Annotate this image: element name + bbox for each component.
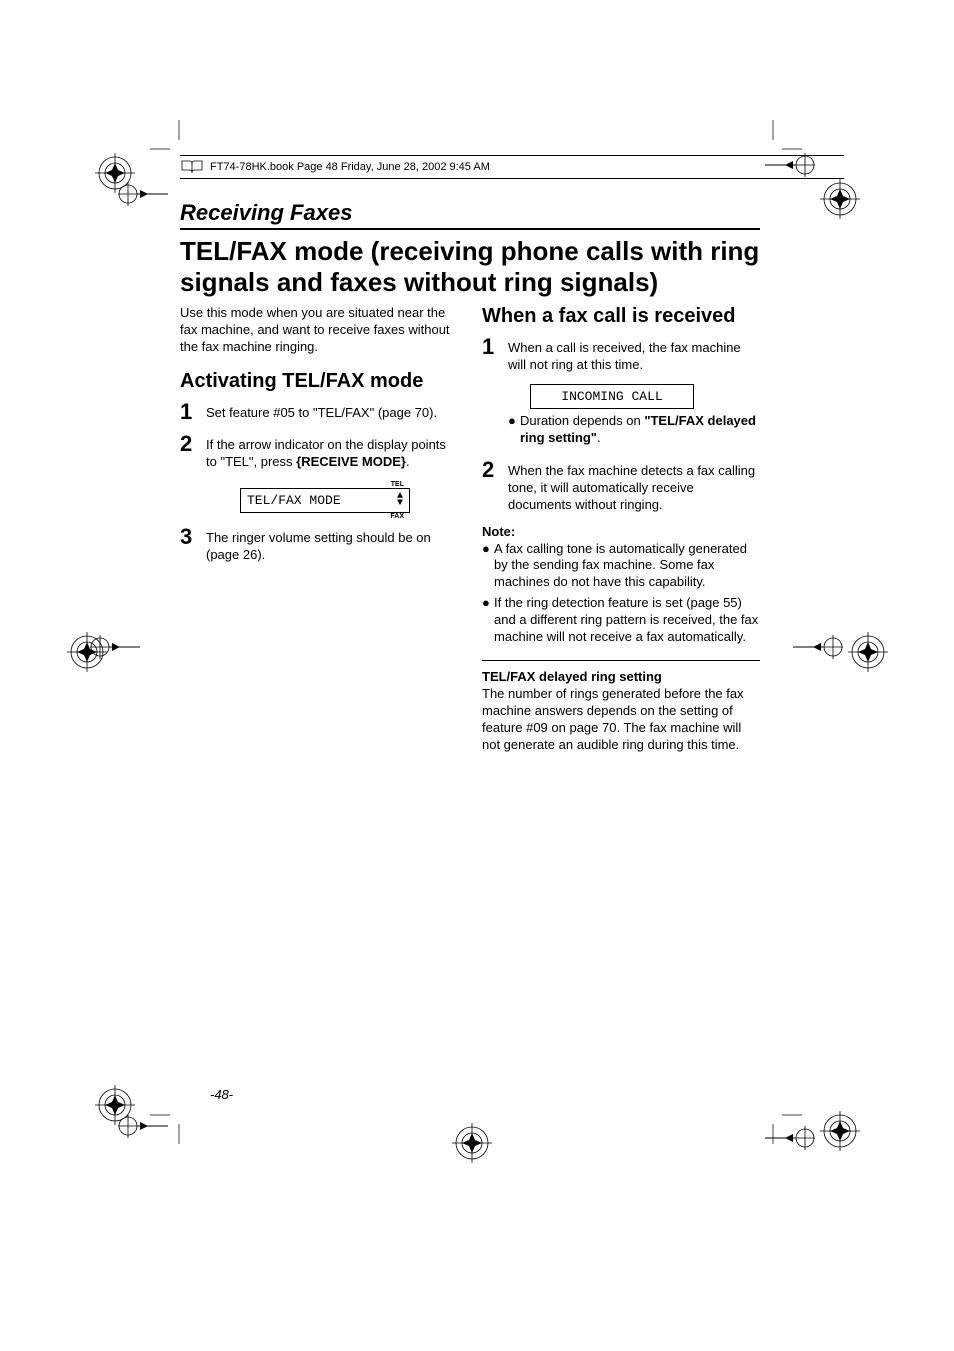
step-number: 2: [482, 459, 508, 514]
note-item: ● A fax calling tone is automatically ge…: [482, 541, 760, 592]
lcd-bottom-label: FAX: [240, 513, 410, 520]
heading-rule: [180, 228, 760, 230]
lcd-display: INCOMING CALL: [530, 384, 694, 409]
step-number: 2: [180, 433, 206, 471]
lcd-text: TEL/FAX MODE: [247, 493, 341, 508]
registration-arrow-icon: [118, 1106, 168, 1146]
lcd-arrows-icon: ▲▼: [397, 493, 403, 507]
crop-mark-tl: [150, 120, 180, 150]
step-1r: 1 When a call is received, the fax machi…: [482, 336, 760, 374]
divider: [482, 660, 760, 661]
registration-arrow-icon: [118, 174, 168, 214]
step-3: 3 The ringer volume setting should be on…: [180, 526, 458, 564]
lcd-display: TEL TEL/FAX MODE ▲▼ FAX: [240, 481, 410, 520]
sub-paragraph: The number of rings generated before the…: [482, 686, 760, 754]
bullet-icon: ●: [482, 541, 494, 592]
bullet-icon: ●: [482, 595, 494, 646]
left-heading: Activating TEL/FAX mode: [180, 370, 458, 393]
registration-arrow-icon: [793, 627, 843, 667]
step-body: Set feature #05 to "TEL/FAX" (page 70).: [206, 401, 437, 423]
left-column: Use this mode when you are situated near…: [180, 305, 458, 753]
step-body: The ringer volume setting should be on (…: [206, 526, 458, 564]
book-header-text: FT74-78HK.book Page 48 Friday, June 28, …: [210, 161, 490, 173]
key-label: {RECEIVE MODE}: [296, 454, 406, 469]
intro-paragraph: Use this mode when you are situated near…: [180, 305, 458, 356]
page-title: TEL/FAX mode (receiving phone calls with…: [180, 236, 760, 297]
sub-heading: TEL/FAX delayed ring setting: [482, 669, 760, 684]
book-header: FT74-78HK.book Page 48 Friday, June 28, …: [180, 155, 844, 179]
registration-arrow-icon: [765, 145, 815, 185]
registration-mark-icon: [820, 1111, 860, 1151]
step-1: 1 Set feature #05 to "TEL/FAX" (page 70)…: [180, 401, 458, 423]
right-heading: When a fax call is received: [482, 305, 760, 328]
page-number: -48-: [210, 1087, 233, 1102]
right-column: When a fax call is received 1 When a cal…: [482, 305, 760, 753]
step-number: 3: [180, 526, 206, 564]
sub-bullet: ● Duration depends on "TEL/FAX delayed r…: [508, 413, 760, 447]
note-text: If the ring detection feature is set (pa…: [494, 595, 760, 646]
bullet-icon: ●: [508, 413, 520, 447]
section-breadcrumb: Receiving Faxes: [180, 200, 760, 226]
book-icon: [180, 159, 204, 175]
page-content: Receiving Faxes TEL/FAX mode (receiving …: [180, 200, 760, 753]
registration-mark-icon: [452, 1123, 492, 1163]
step-number: 1: [482, 336, 508, 374]
step-2: 2 If the arrow indicator on the display …: [180, 433, 458, 471]
step-text: .: [406, 454, 410, 469]
step-2r: 2 When the fax machine detects a fax cal…: [482, 459, 760, 514]
step-body: When the fax machine detects a fax calli…: [508, 459, 760, 514]
registration-mark-icon: [820, 179, 860, 219]
lcd-top-label: TEL: [240, 481, 410, 488]
step-number: 1: [180, 401, 206, 423]
registration-mark-icon: [848, 632, 888, 672]
registration-arrow-icon: [90, 627, 140, 667]
note-text: A fax calling tone is automatically gene…: [494, 541, 760, 592]
note-item: ● If the ring detection feature is set (…: [482, 595, 760, 646]
registration-arrow-icon: [765, 1118, 815, 1158]
step-body: If the arrow indicator on the display po…: [206, 433, 458, 471]
step-body: When a call is received, the fax machine…: [508, 336, 760, 374]
sub-bullet-text: Duration depends on "TEL/FAX delayed rin…: [520, 413, 760, 447]
note-heading: Note:: [482, 524, 760, 539]
